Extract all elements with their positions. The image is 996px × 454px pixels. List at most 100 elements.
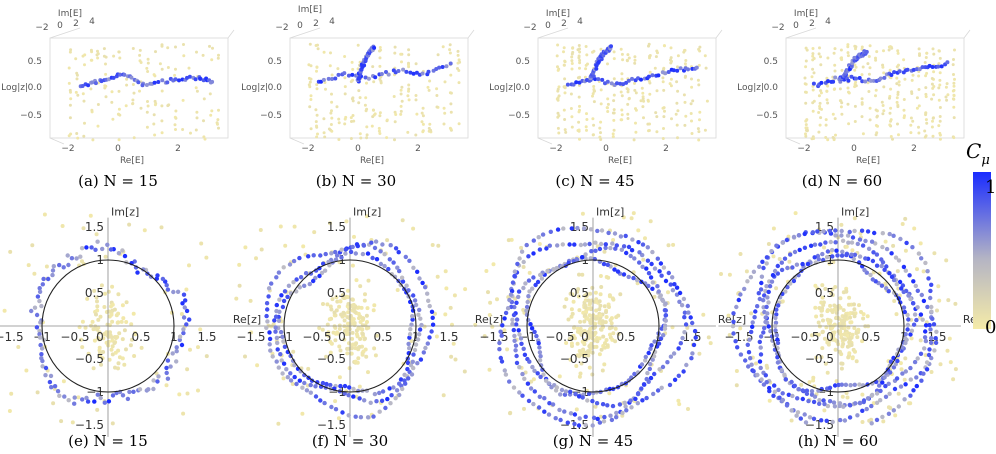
eigenvalue-point [944,85,948,89]
eigenvalue-point [407,258,412,263]
eigenvalue-point [611,135,615,139]
eigenvalue-point [382,263,387,269]
eigenvalue-point [427,303,432,309]
eigenvalue-point [189,131,192,135]
eigenvalue-point [363,103,367,107]
eigenvalue-point [630,76,634,81]
eigenvalue-point [826,340,831,345]
eigenvalue-point [646,98,650,102]
eigenvalue-point [932,93,936,97]
eigenvalue-point [865,396,871,401]
eigenvalue-point [202,135,206,139]
eigenvalue-point [532,329,537,335]
eigenvalue-point [32,305,38,310]
eigenvalue-point [117,138,121,142]
eigenvalue-point [363,292,367,297]
eigenvalue-point [650,357,655,362]
eigenvalue-point [764,304,769,310]
eigenvalue-point [833,63,837,67]
eigenvalue-point [411,352,416,357]
eigenvalue-point [457,122,461,126]
eigenvalue-point [364,326,369,331]
eigenvalue-point [742,286,747,292]
eigenvalue-point [880,244,885,250]
eigenvalue-point [896,105,900,109]
z-axis-label: Log|z| [1,83,28,93]
eigenvalue-point [374,257,380,262]
eigenvalue-point [604,338,609,342]
eigenvalue-point [945,348,950,353]
eigenvalue-point [788,252,793,257]
eigenvalue-point [146,104,150,108]
eigenvalue-point [771,226,776,231]
eigenvalue-point [612,231,618,236]
eigenvalue-point [874,417,880,423]
eigenvalue-point [38,342,43,348]
eigenvalue-point [641,91,645,95]
eigenvalue-point [421,114,425,118]
eigenvalue-point [815,229,820,234]
eigenvalue-point [102,305,107,309]
eigenvalue-point [154,50,157,54]
eigenvalue-point [365,133,369,137]
eigenvalue-point [187,317,192,322]
eigenvalue-point [931,116,935,120]
x-tick-label: 2 [415,144,421,154]
eigenvalue-point [93,247,98,252]
eigenvalue-point [609,417,615,423]
eigenvalue-point [553,416,558,421]
eigenvalue-point [330,100,334,104]
box-edge [227,29,235,39]
eigenvalue-point [270,354,275,359]
box-frame [289,37,469,139]
eigenvalue-point [883,282,888,287]
eigenvalue-point [204,255,209,260]
eigenvalue-point [938,362,943,367]
eigenvalue-point [576,394,582,399]
eigenvalue-point [605,403,610,408]
eigenvalue-point [598,274,603,278]
eigenvalue-point [620,108,624,112]
eigenvalue-point [918,351,924,356]
eigenvalue-point [66,398,71,403]
z-tick-label: 0.0 [28,83,43,93]
eigenvalue-point [68,88,72,92]
eigenvalue-point [619,47,623,51]
eigenvalue-point [938,56,942,60]
eigenvalue-point [853,120,857,123]
eigenvalue-point [517,256,522,261]
eigenvalue-point [322,268,328,273]
eigenvalue-point [813,305,818,310]
eigenvalue-point [643,236,647,241]
eigenvalue-point [575,341,580,346]
eigenvalue-point [280,304,286,310]
eigenvalue-point [951,377,956,382]
eigenvalue-point [911,73,915,77]
eigenvalue-point [102,47,106,51]
eigenvalue-point [578,61,582,65]
eigenvalue-point [805,129,809,133]
eigenvalue-point [416,312,421,317]
eigenvalue-point [76,136,80,140]
eigenvalue-point [931,119,934,123]
eigenvalue-point [337,375,342,380]
eigenvalue-point [925,269,930,274]
eigenvalue-point [669,77,673,81]
colorbar-gradient [973,172,991,329]
eigenvalue-point [612,108,616,112]
eigenvalue-point [847,351,852,356]
eigenvalue-point [838,87,842,91]
eigenvalue-point [726,313,731,318]
eigenvalue-point [576,294,581,299]
panel-f-complex-plane: −1.5−1−0.500.511.5Re[z]1.510.5−0.5−1−1.5… [230,206,503,437]
eigenvalue-point [448,51,452,55]
eigenvalue-point [340,293,345,298]
eigenvalue-point [578,371,583,376]
eigenvalue-point [151,378,156,383]
eigenvalue-point [356,326,361,331]
eigenvalue-point [706,335,711,340]
eigenvalue-point [294,289,299,294]
unit-circle [283,259,417,393]
eigenvalue-point [605,106,609,110]
eigenvalue-point [690,132,694,135]
